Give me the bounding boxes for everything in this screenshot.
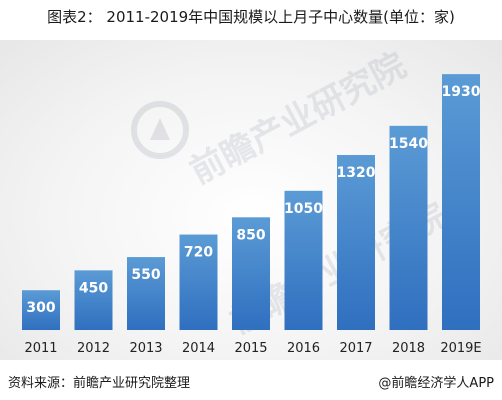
bar-2017 bbox=[337, 155, 375, 330]
x-tick-2012: 2012 bbox=[77, 341, 110, 356]
bar-2011 bbox=[22, 290, 60, 330]
x-tick-2013: 2013 bbox=[129, 341, 162, 356]
credit-note: @前瞻经济学人APP bbox=[378, 376, 494, 391]
x-tick-2018: 2018 bbox=[392, 341, 425, 356]
data-label-2011: 300 bbox=[26, 300, 55, 316]
watermark-logo-icon bbox=[131, 101, 189, 159]
bar-2016 bbox=[284, 190, 323, 330]
bars-layer: 300 2011 450 2012 550 2013 720 2014 850 2015 1050 2… bbox=[22, 74, 482, 356]
bar-2013 bbox=[127, 257, 165, 330]
x-tick-2011: 2011 bbox=[24, 341, 57, 356]
data-label-2017: 1320 bbox=[337, 165, 376, 181]
bar-2018 bbox=[389, 125, 428, 330]
bar-2012 bbox=[74, 270, 113, 330]
data-label-2014: 720 bbox=[184, 245, 213, 261]
x-tick-2017: 2017 bbox=[339, 341, 372, 356]
x-tick-2015: 2015 bbox=[234, 341, 267, 356]
bar-2015 bbox=[232, 217, 270, 330]
chart-title: 图表2： 2011-2019年中国规模以上月子中心数量(单位：家) bbox=[47, 8, 455, 26]
x-tick-2014: 2014 bbox=[182, 341, 215, 356]
source-note: 资料来源：前瞻产业研究院整理 bbox=[8, 376, 191, 391]
x-tick-2016: 2016 bbox=[287, 341, 320, 356]
data-label-2016: 1050 bbox=[284, 201, 323, 217]
data-label-2018: 1540 bbox=[389, 136, 428, 152]
data-label-2013: 550 bbox=[131, 267, 160, 283]
bar-2014 bbox=[179, 234, 218, 330]
data-label-2015: 850 bbox=[236, 227, 265, 243]
x-tick-2019E: 2019E bbox=[440, 341, 481, 356]
bar-2019E bbox=[442, 74, 480, 330]
data-label-2019E: 1930 bbox=[442, 84, 481, 100]
data-label-2012: 450 bbox=[79, 280, 108, 296]
